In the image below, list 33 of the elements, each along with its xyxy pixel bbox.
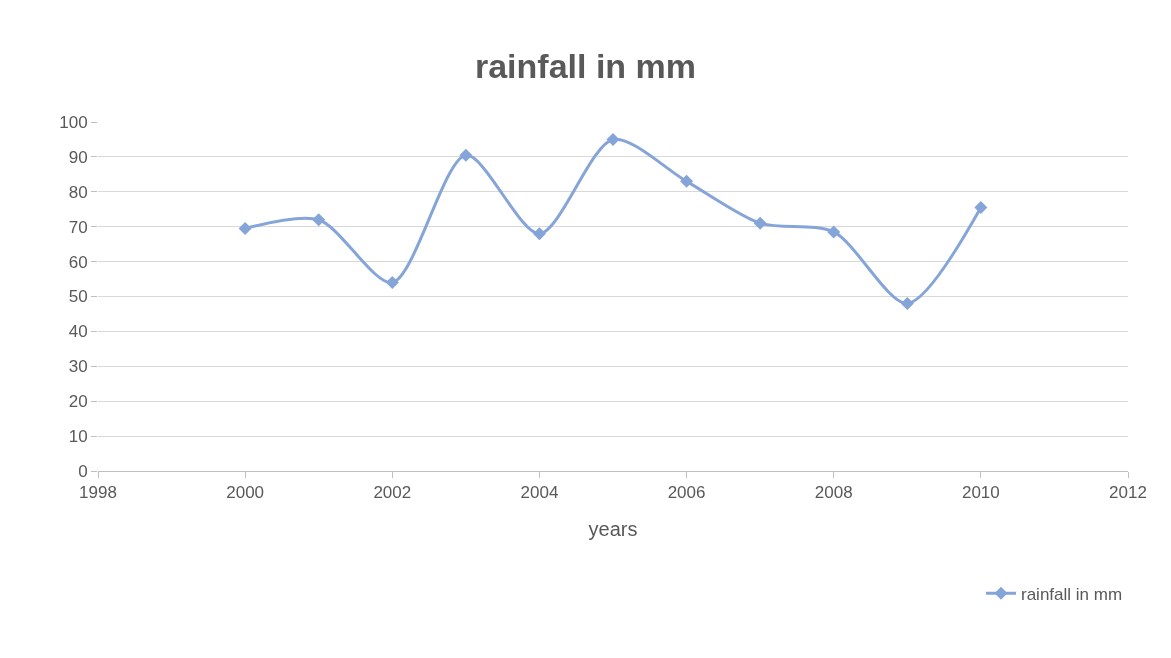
- y-tick-label: 80: [68, 182, 88, 202]
- x-tick-label: 2000: [226, 483, 265, 503]
- point: [532, 227, 546, 241]
- y-tick-label: 60: [68, 252, 88, 272]
- y-tick-label: 40: [68, 322, 88, 342]
- chart-title: rainfall in mm: [474, 46, 697, 85]
- x-tick-label: 1998: [79, 483, 117, 503]
- y-tick-label: 50: [68, 287, 88, 307]
- point: [312, 213, 326, 227]
- x-axis-title: years: [588, 517, 638, 540]
- point: [753, 216, 767, 230]
- x-tick-label: 2008: [814, 483, 853, 503]
- x-tick-label: 2010: [961, 483, 1000, 503]
- legend-label: rainfall in mm: [1021, 584, 1123, 604]
- point: [900, 296, 914, 310]
- y-tick-label: 10: [68, 427, 88, 447]
- point: [459, 148, 473, 162]
- x-tick-label: 2012: [1109, 483, 1147, 503]
- x-tick-label: 2002: [373, 483, 412, 503]
- point: [238, 221, 252, 235]
- y-tick-label: 100: [59, 112, 88, 132]
- point: [827, 225, 841, 239]
- y-tick-label: 90: [68, 147, 88, 167]
- y-tick-label: 70: [68, 217, 88, 237]
- point: [680, 174, 694, 188]
- point: [606, 132, 620, 146]
- point: [385, 276, 399, 290]
- x-tick-label: 2006: [667, 483, 706, 503]
- y-tick-label: 0: [78, 461, 88, 481]
- x-tick-label: 2004: [520, 483, 559, 503]
- y-tick-label: 30: [68, 357, 88, 377]
- point: [974, 201, 988, 215]
- y-tick-label: 20: [68, 392, 88, 412]
